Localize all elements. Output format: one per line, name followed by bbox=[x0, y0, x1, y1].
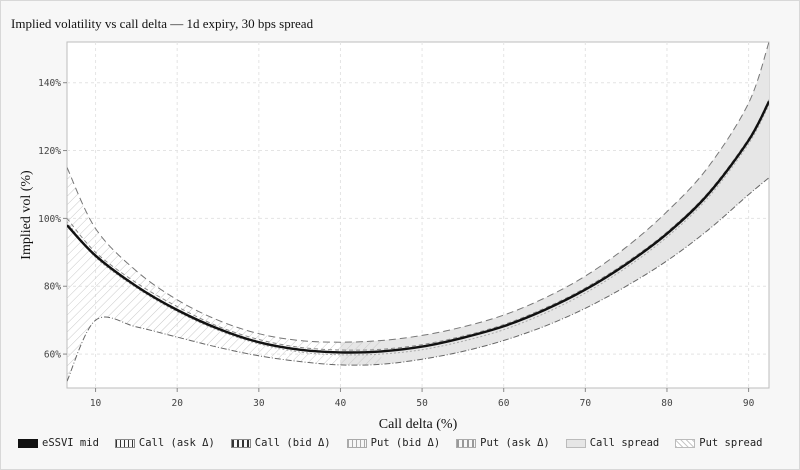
y-axis-label: Implied vol (%) bbox=[19, 170, 34, 260]
legend-item-call-ask[interactable]: Call (ask Δ) bbox=[114, 436, 215, 450]
x-tick-label: 80 bbox=[661, 398, 673, 409]
x-tick-label: 10 bbox=[90, 398, 102, 409]
legend: eSSVI mid Call (ask Δ) Call (bid Δ) Put … bbox=[18, 436, 762, 450]
legend-label: Put (bid Δ) bbox=[370, 437, 441, 449]
y-tick-label: 120% bbox=[38, 146, 61, 157]
x-tick-label: 30 bbox=[253, 398, 265, 409]
legend-item-essvi-mid[interactable]: eSSVI mid bbox=[18, 436, 99, 450]
legend-item-put-spread[interactable]: Put spread bbox=[675, 436, 762, 450]
legend-label: Put spread bbox=[699, 437, 763, 449]
legend-label: Call (bid Δ) bbox=[254, 437, 331, 449]
legend-label: eSSVI mid bbox=[42, 437, 99, 449]
series-line-essvi-mid bbox=[67, 100, 769, 354]
y-tick-label: 140% bbox=[38, 78, 61, 89]
chart-title: Implied volatility vs call delta — 1d ex… bbox=[11, 16, 314, 31]
legend-swatch-call-bid bbox=[230, 438, 251, 448]
x-tick-label: 50 bbox=[416, 398, 428, 409]
x-tick-label: 20 bbox=[171, 398, 183, 409]
series-line-call-bid bbox=[67, 99, 769, 351]
spread-bands bbox=[67, 42, 769, 382]
x-tick-label: 70 bbox=[580, 398, 592, 409]
legend-item-call-bid[interactable]: Call (bid Δ) bbox=[230, 436, 331, 450]
y-tick-label: 100% bbox=[38, 214, 61, 225]
legend-label: Put (ask Δ) bbox=[480, 437, 550, 449]
x-tick-label: 40 bbox=[335, 398, 347, 409]
put-spread-band bbox=[67, 167, 382, 382]
x-tick-label: 90 bbox=[743, 398, 755, 409]
series-line-call-ask bbox=[67, 42, 769, 343]
legend-swatch-put-bid bbox=[346, 438, 367, 448]
legend-swatch-essvi-mid bbox=[18, 438, 38, 448]
call-spread-band bbox=[340, 42, 769, 365]
legend-item-put-bid[interactable]: Put (bid Δ) bbox=[346, 436, 441, 450]
series-line-put-ask bbox=[67, 177, 769, 382]
series-lines bbox=[67, 42, 769, 382]
y-tick-label: 80% bbox=[44, 282, 61, 293]
legend-swatch-put-ask bbox=[456, 438, 477, 448]
y-tick-label: 60% bbox=[44, 350, 61, 361]
legend-label: Call (ask Δ) bbox=[138, 437, 215, 449]
legend-swatch-put-spread bbox=[675, 438, 696, 448]
legend-swatch-call-ask bbox=[114, 438, 135, 448]
series-line-put-bid bbox=[67, 104, 769, 356]
legend-label: Call spread bbox=[589, 437, 660, 449]
legend-swatch-call-spread bbox=[565, 438, 586, 448]
x-tick-label: 60 bbox=[498, 398, 510, 409]
x-axis-ticks: 10 20 30 40 50 60 70 80 90 bbox=[90, 388, 755, 409]
legend-item-put-ask[interactable]: Put (ask Δ) bbox=[456, 436, 550, 450]
legend-item-call-spread[interactable]: Call spread bbox=[565, 436, 660, 450]
x-axis-label: Call delta (%) bbox=[379, 417, 458, 432]
y-axis-ticks: 60% 80% 100% 120% 140% bbox=[38, 78, 67, 361]
